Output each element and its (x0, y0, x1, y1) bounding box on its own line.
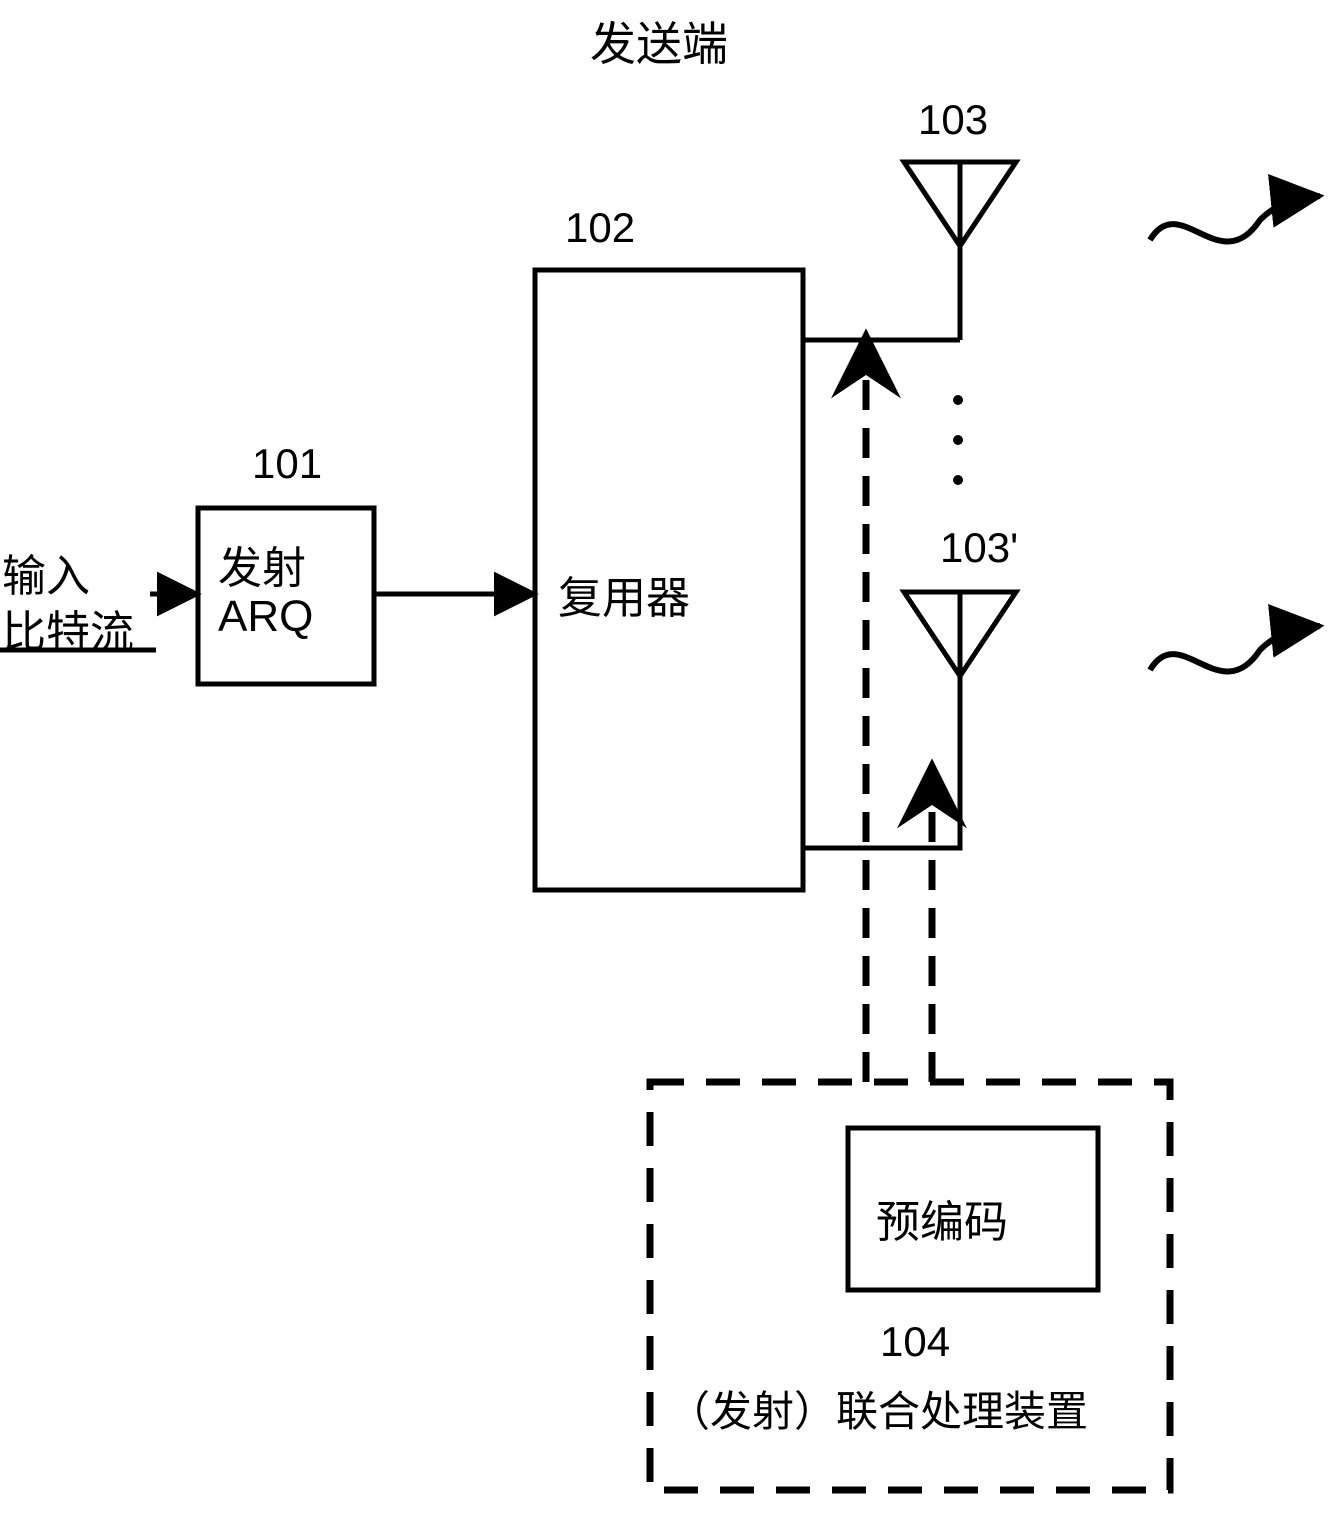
antenna-top-id: 103 (918, 96, 988, 144)
arq-id: 101 (252, 440, 322, 488)
antenna-bottom-icon (904, 592, 1016, 770)
mux-text: 复用器 (558, 562, 690, 626)
mux-id: 102 (565, 204, 635, 252)
radio-wave-bottom-icon (1150, 626, 1320, 672)
antenna-bottom-id: 103' (940, 524, 1018, 572)
input-label-line1: 输入 (2, 540, 90, 604)
arq-text-line2: ARQ (218, 592, 313, 642)
diagram-canvas (0, 0, 1329, 1528)
antenna-ellipsis (953, 395, 963, 485)
lead-to-antenna-bottom (803, 770, 960, 848)
joint-caption: （发射）联合处理装置 (668, 1378, 1088, 1439)
precoding-text: 预编码 (876, 1186, 1008, 1250)
radio-wave-top-icon (1150, 196, 1320, 242)
input-label-line2: 比特流 (2, 596, 134, 660)
joint-id: 104 (880, 1318, 950, 1366)
antenna-top-icon (904, 162, 1016, 340)
title: 发送端 (590, 8, 728, 74)
arq-text-line1: 发射 (218, 532, 306, 596)
